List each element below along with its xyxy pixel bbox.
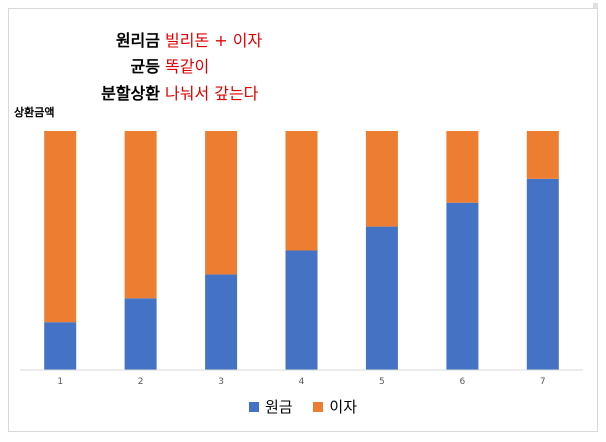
legend-label: 원금 [265, 398, 293, 416]
bar-interest [285, 131, 318, 251]
bar-interest [124, 131, 157, 299]
resize-handle[interactable] [593, 3, 598, 8]
title-line-3: 분할상환 나눠서 갚는다 [60, 81, 360, 107]
title-key: 균등 [130, 57, 160, 76]
bar-principal [124, 298, 157, 370]
bar-principal [446, 202, 479, 370]
title-line-2: 균등 똑같이 [60, 54, 360, 80]
bar-principal [205, 274, 238, 370]
x-tick-label: 1 [57, 377, 63, 387]
x-tick-label: 2 [138, 377, 144, 387]
title-key: 분할상환 [101, 84, 160, 103]
title-value: 똑같이 [165, 57, 210, 76]
legend-item-principal: 원금 [249, 396, 293, 417]
y-axis-label: 상환금액 [14, 106, 55, 119]
legend-item-interest: 이자 [313, 396, 357, 417]
x-tick-label: 4 [299, 377, 305, 387]
bar-principal [526, 178, 559, 370]
x-tick-label: 5 [379, 377, 385, 387]
bar-interest [446, 131, 479, 203]
x-tick-label: 7 [540, 377, 546, 387]
bar-principal [285, 250, 318, 370]
x-tick-label: 3 [218, 377, 224, 387]
bar-interest [205, 131, 238, 275]
legend: 원금 이자 [0, 396, 606, 417]
bar-interest [526, 131, 559, 179]
bar-interest [44, 131, 77, 323]
title-line-1: 원리금 빌리돈 + 이자 [60, 28, 360, 54]
bar-interest [365, 131, 398, 227]
title-value: 나눠서 갚는다 [165, 84, 259, 103]
title-value: 빌리돈 + 이자 [165, 31, 263, 50]
x-tick-label: 6 [460, 377, 466, 387]
legend-swatch [313, 401, 324, 412]
bar-principal [365, 226, 398, 370]
bar-principal [44, 322, 77, 370]
legend-swatch [249, 401, 259, 412]
legend-label: 이자 [329, 398, 357, 416]
title-key: 원리금 [115, 31, 160, 50]
